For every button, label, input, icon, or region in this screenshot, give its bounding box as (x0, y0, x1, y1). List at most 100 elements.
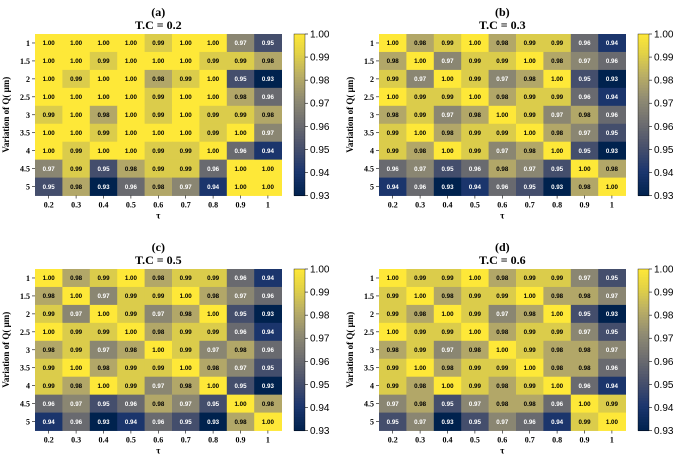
cell-value-label: 0.96 (606, 58, 619, 65)
colorbar-segment (638, 192, 649, 197)
colorbar-segment (638, 112, 649, 116)
cell-value-label: 0.99 (180, 148, 193, 155)
colorbar-segment (638, 304, 649, 308)
heatmap-cell (598, 269, 626, 288)
colorbar-segment (638, 298, 649, 302)
colorbar-segment (294, 58, 305, 62)
colorbar-tick-label: 0.97 (654, 334, 674, 345)
cell-value-label: 0.99 (606, 401, 619, 408)
heatmap-cell (461, 358, 489, 378)
cell-value-label: 1.00 (387, 329, 400, 336)
heatmap-cell (35, 177, 63, 196)
heatmap-cell (570, 177, 599, 196)
colorbar-segment (638, 174, 649, 178)
colorbar-segment (638, 320, 649, 324)
colorbar-segment (294, 395, 305, 399)
colorbar-segment (638, 290, 649, 294)
colorbar-segment (638, 312, 649, 316)
colorbar-segment (294, 71, 305, 75)
cell-value-label: 0.95 (606, 275, 619, 282)
heatmap-cell (35, 51, 63, 71)
heatmap-cell (254, 87, 282, 107)
cell-value-label: 0.98 (43, 293, 56, 300)
y-tick-label: 2.5 (364, 328, 374, 337)
cell-value-label: 0.95 (97, 166, 110, 173)
colorbar-segment (638, 168, 649, 172)
colorbar-segment (638, 387, 649, 391)
cell-value-label: 0.96 (606, 112, 619, 119)
colorbar-segment (638, 171, 649, 175)
cell-value-label: 0.99 (524, 275, 537, 282)
heatmap-cell (488, 141, 517, 161)
cell-value-label: 1.00 (262, 419, 275, 426)
cell-value-label: 0.97 (578, 130, 591, 137)
cell-value-label: 0.98 (469, 112, 482, 119)
cell-value-label: 0.98 (180, 311, 193, 318)
colorbar-segment (294, 290, 305, 294)
cell-value-label: 0.99 (180, 275, 193, 282)
colorbar-segment (638, 163, 649, 167)
cell-value-label: 1.00 (496, 112, 509, 119)
heatmap-cell (598, 340, 626, 360)
colorbar-segment (638, 106, 649, 110)
x-tick-label: 0.3 (415, 436, 425, 445)
cell-value-label: 0.98 (414, 401, 427, 408)
y-tick-label: 5 (370, 183, 374, 192)
x-tick-label: 0.8 (552, 436, 562, 445)
colorbar-segment (638, 141, 649, 145)
heatmap-cell (598, 412, 626, 431)
cell-value-label: 0.95 (441, 401, 454, 408)
heatmap-cell (199, 412, 228, 431)
heatmap-cell (199, 269, 228, 288)
heatmap-cell (543, 69, 572, 89)
heatmap-cell (254, 376, 282, 396)
heatmap-cell (379, 105, 407, 125)
heatmap-cell (254, 34, 282, 53)
heatmap-cell (226, 123, 255, 143)
heatmap-cell (379, 177, 407, 196)
heatmap-cell (570, 322, 599, 342)
colorbar-segment (294, 63, 305, 67)
heatmap-cell (598, 322, 626, 342)
x-tick-label: 0.6 (153, 436, 163, 445)
cell-value-label: 0.95 (441, 166, 454, 173)
colorbar-segment (294, 85, 305, 89)
colorbar-segment (294, 55, 305, 59)
colorbar-segment (638, 130, 649, 135)
colorbar-segment (638, 69, 649, 73)
colorbar-segment (638, 155, 649, 159)
colorbar-segment (294, 149, 305, 153)
heatmap-cell (488, 358, 517, 378)
colorbar-segment (638, 328, 649, 332)
colorbar-segment (294, 325, 305, 329)
x-tick-label: 0.7 (525, 201, 535, 210)
cell-value-label: 0.98 (387, 112, 400, 119)
x-tick-label: 0.9 (236, 436, 246, 445)
x-axis-label: τ (156, 446, 161, 456)
x-tick-label: 1 (266, 436, 270, 445)
colorbar-segment (294, 106, 305, 110)
cell-value-label: 0.99 (524, 383, 537, 390)
heatmap-cell (379, 394, 407, 413)
cell-value-label: 0.99 (496, 58, 509, 65)
y-axis-label: Variation of Q( μm) (1, 312, 11, 388)
heatmap-cell (226, 412, 255, 431)
cell-value-label: 0.99 (207, 112, 220, 119)
cell-value-label: 0.96 (606, 365, 619, 372)
heatmap-cell (35, 358, 63, 378)
cell-value-label: 0.99 (524, 347, 537, 354)
cell-value-label: 0.98 (496, 94, 509, 101)
heatmap-cell (254, 358, 282, 378)
heatmap-cell (461, 340, 489, 360)
heatmap-cell (570, 34, 599, 53)
colorbar-segment (638, 419, 649, 423)
heatmap-cell (172, 286, 200, 306)
colorbar-segment (294, 352, 305, 356)
heatmap-cell (433, 69, 462, 89)
y-tick-label: 1 (26, 39, 30, 48)
cell-value-label: 0.99 (551, 94, 564, 101)
heatmap-cell (516, 141, 544, 161)
heatmap-cell (543, 394, 572, 413)
heatmap-cell (598, 177, 626, 196)
colorbar-segment (638, 403, 649, 407)
